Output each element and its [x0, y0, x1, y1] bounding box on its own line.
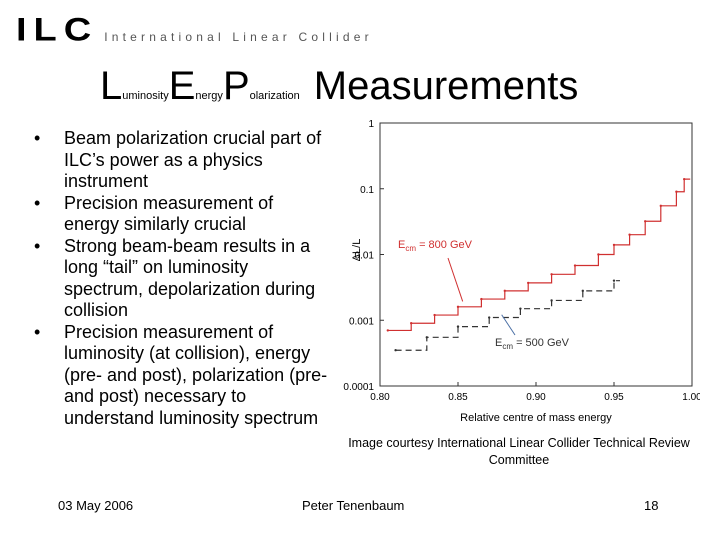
data-point: [683, 177, 686, 181]
logo-text: International Linear Collider: [104, 30, 373, 44]
data-point: [425, 336, 428, 339]
y-axis-label: ΔL/L: [351, 239, 363, 262]
x-tick-label: 0.80: [370, 392, 390, 403]
annotation-arrow-500: [501, 314, 516, 336]
data-point: [488, 316, 491, 319]
data-point: [644, 220, 647, 223]
data-point: [433, 313, 436, 317]
data-point: [410, 322, 413, 325]
bullet-item: Precision measurement of energy similarl…: [28, 193, 328, 236]
data-point: [394, 349, 397, 352]
data-point: [480, 297, 483, 301]
y-tick-label: 0.1: [360, 185, 374, 196]
data-point: [519, 307, 522, 310]
data-point: [503, 289, 506, 293]
annotation-500gev: Ecm = 500 GeV: [495, 337, 570, 351]
image-caption: Image courtesy International Linear Coll…: [348, 436, 690, 467]
x-axis-label: Relative centre of mass energy: [460, 412, 612, 424]
bullet-list: Beam polarization crucial part of ILC’s …: [28, 128, 328, 429]
x-tick-label: 0.95: [604, 392, 624, 403]
x-tick-label: 1.00: [682, 392, 700, 403]
title-p-rest: olarization: [249, 90, 300, 102]
ilc-logo: ILC International Linear Collider: [16, 12, 373, 49]
title-l-rest: uminosity: [122, 90, 169, 102]
data-point: [573, 264, 577, 267]
page-number: 18: [644, 498, 659, 513]
annotation-800gev: Ecm = 800 GeV: [398, 239, 473, 253]
annotation-arrow-800: [447, 257, 464, 302]
data-point: [550, 299, 553, 302]
data-point: [527, 281, 530, 285]
footer-author: Peter Tenenbaum: [302, 498, 405, 513]
luminosity-chart: 0.80 0.85 0.90 0.95 1.0010.10.010.0010.0001 …: [343, 119, 700, 424]
bullet-item: Strong beam-beam results in a long “tail…: [28, 236, 328, 322]
title-e: E: [168, 64, 196, 108]
data-point: [628, 233, 631, 236]
y-tick-label: 0.001: [349, 316, 374, 327]
data-point: [675, 190, 678, 193]
data-point: [659, 204, 662, 208]
data-point: [456, 305, 460, 309]
data-point: [612, 279, 616, 282]
slide-title: LuminosityEnergyPolarization Measurements: [100, 62, 578, 120]
y-tick-label: 0.01: [355, 251, 375, 262]
footer-date: 03 May 2006: [58, 498, 134, 513]
title-p: P: [222, 64, 250, 108]
title-main: Measurements: [313, 64, 579, 108]
bullet-item: Precision measurement of luminosity (at …: [28, 322, 328, 430]
y-tick-label: 0.0001: [343, 382, 374, 393]
data-point: [581, 289, 584, 293]
title-l: L: [100, 64, 123, 108]
title-e-rest: nergy: [195, 90, 223, 102]
data-point: [456, 325, 460, 328]
data-point: [612, 243, 616, 247]
logo-mark: ILC: [16, 12, 99, 49]
x-tick-label: 0.90: [526, 392, 546, 403]
x-tick-label: 0.85: [448, 392, 468, 403]
data-point: [386, 329, 389, 332]
data-point: [597, 253, 600, 256]
series-line: [395, 280, 620, 351]
y-tick-label: 1: [368, 119, 374, 130]
series-line: [387, 178, 691, 332]
data-point: [550, 273, 553, 276]
bullet-item: Beam polarization crucial part of ILC’s …: [28, 128, 328, 193]
